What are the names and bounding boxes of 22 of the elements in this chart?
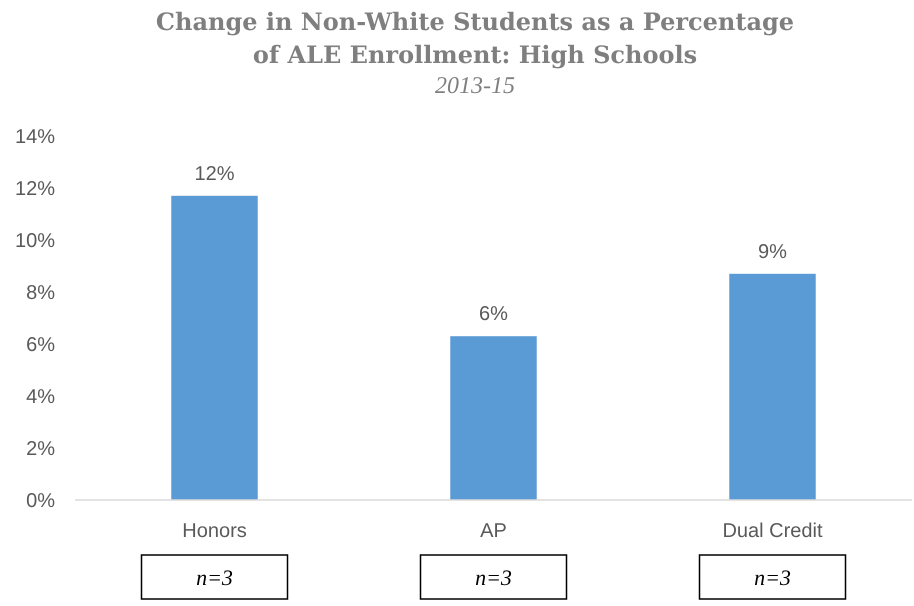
text: n=3 xyxy=(754,565,791,590)
bar xyxy=(450,336,537,500)
data-label: 6% xyxy=(479,303,508,326)
y-tick-label: 0% xyxy=(26,490,56,512)
x-tick-label: AP xyxy=(480,520,507,542)
y-tick-label: 12% xyxy=(14,178,56,200)
bar xyxy=(729,274,816,500)
x-tick-label: Dual Credit xyxy=(722,520,823,542)
data-label: 12% xyxy=(194,162,235,185)
text: n=3 xyxy=(196,565,233,590)
y-tick-label: 4% xyxy=(26,386,56,408)
y-tick-label: 14% xyxy=(14,126,56,148)
y-tick-label: 2% xyxy=(26,438,56,460)
y-tick-label: 10% xyxy=(14,230,56,252)
chart-title: Change in Non-White Students as a Percentage of ALE Enrollment: High Schools xyxy=(156,7,794,69)
y-tick-label: 8% xyxy=(26,282,56,304)
y-tick-label: 6% xyxy=(26,334,56,356)
chart-subtitle: 2013-15 xyxy=(435,73,515,99)
x-tick-label: Honors xyxy=(182,520,247,542)
data-label: 9% xyxy=(758,240,788,263)
text: n=3 xyxy=(475,565,512,590)
bar xyxy=(171,196,258,500)
